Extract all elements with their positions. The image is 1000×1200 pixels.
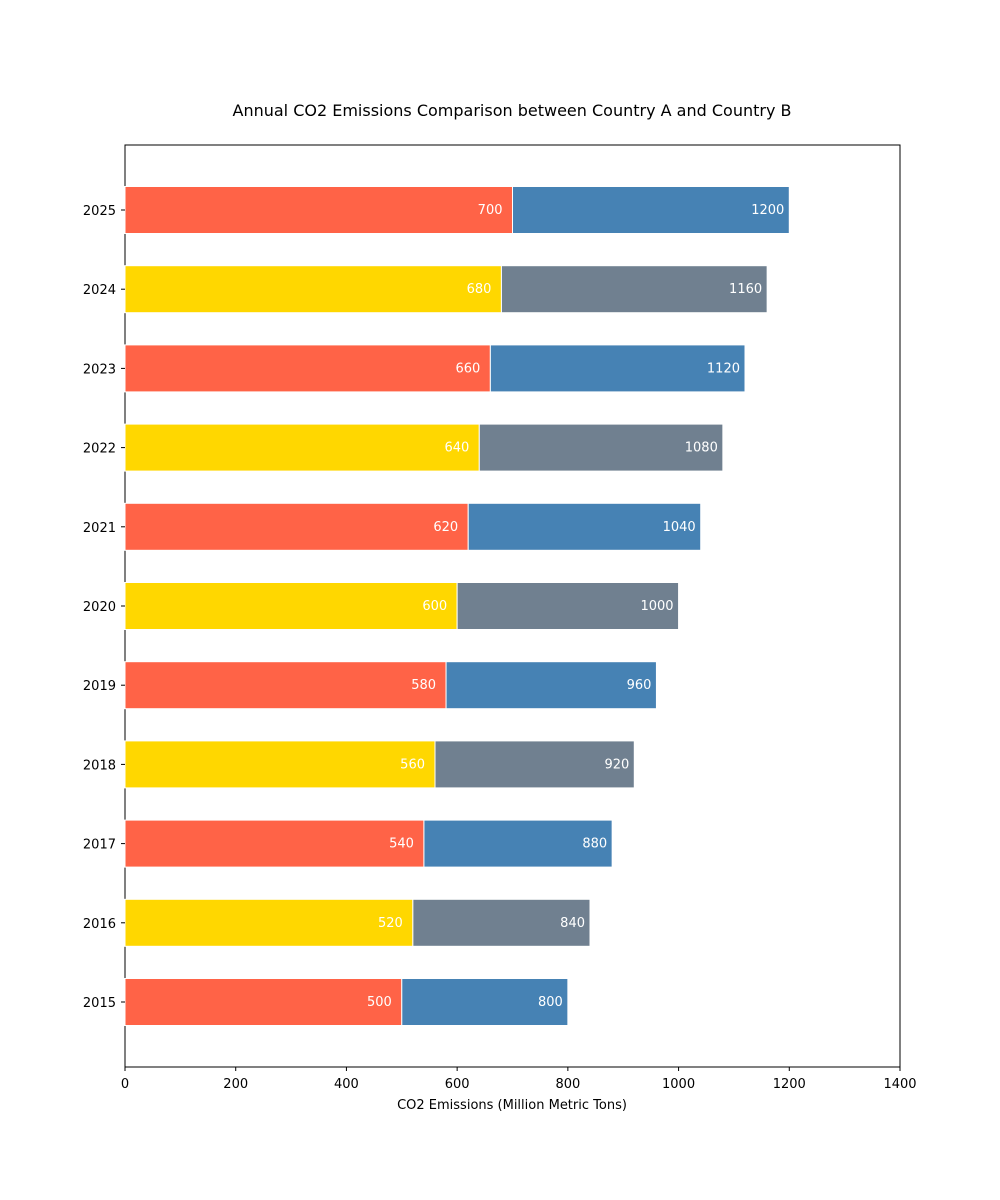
data-label-country-b-2022: 1080 <box>685 441 718 456</box>
bar-country-a-2021 <box>124 502 469 551</box>
bar-country-b-2018 <box>434 740 635 789</box>
y-tick-label-2015: 2015 <box>83 996 116 1011</box>
data-label-country-b-2017: 880 <box>582 837 607 852</box>
y-tick-label-2022: 2022 <box>83 442 116 457</box>
data-label-country-b-2023: 1120 <box>707 361 740 376</box>
x-axis-ticks: 0 200 400 600 800 1000 1200 1400 <box>121 1067 917 1092</box>
data-label-country-b-2020: 1000 <box>640 599 673 614</box>
bar-country-b-2025 <box>512 186 790 234</box>
data-label-country-b-2019: 960 <box>627 678 652 693</box>
x-tick-label-0: 0 <box>121 1077 129 1092</box>
data-label-country-a-2023: 660 <box>456 361 481 376</box>
data-label-country-a-2016: 520 <box>378 916 403 931</box>
x-tick-label-1000: 1000 <box>662 1077 695 1092</box>
y-tick-label-2023: 2023 <box>83 362 116 377</box>
data-label-country-b-2021: 1040 <box>663 520 696 535</box>
bar-country-b-2022 <box>478 423 724 472</box>
y-tick-label-2018: 2018 <box>83 758 116 773</box>
bar-country-b-2020 <box>456 582 680 630</box>
y-tick-label-2019: 2019 <box>83 679 116 694</box>
data-label-country-a-2025: 700 <box>478 203 503 218</box>
y-tick-label-2021: 2021 <box>83 521 116 536</box>
data-label-country-b-2015: 800 <box>538 995 563 1010</box>
x-tick-label-600: 600 <box>445 1077 470 1092</box>
bar-country-a-2018 <box>124 740 436 789</box>
bar-country-b-2024 <box>500 265 768 314</box>
y-tick-label-2017: 2017 <box>83 838 116 853</box>
data-label-country-b-2016: 840 <box>560 916 585 931</box>
x-tick-label-200: 200 <box>223 1077 248 1092</box>
bar-country-a-2017 <box>124 819 425 868</box>
data-label-country-a-2022: 640 <box>444 441 469 456</box>
data-label-country-a-2020: 600 <box>422 599 447 614</box>
bars-layer <box>124 186 790 1026</box>
data-label-country-a-2019: 580 <box>411 678 436 693</box>
bar-country-a-2023 <box>124 344 491 393</box>
bar-country-a-2020 <box>124 582 458 630</box>
bar-country-b-2021 <box>467 502 702 551</box>
bar-country-b-2023 <box>489 344 746 393</box>
x-tick-label-1400: 1400 <box>883 1077 916 1092</box>
bar-country-a-2019 <box>124 661 447 710</box>
bar-country-a-2022 <box>124 423 480 472</box>
x-tick-label-800: 800 <box>555 1077 580 1092</box>
data-labels-layer: 500 800 520 840 540 880 560 920 580 960 600 1000 620… <box>367 203 784 1010</box>
chart-title: Annual CO2 Emissions Comparison between … <box>233 101 792 120</box>
data-label-country-b-2018: 920 <box>604 757 629 772</box>
bar-country-a-2025 <box>124 186 513 234</box>
data-label-country-a-2018: 560 <box>400 757 425 772</box>
x-tick-label-1200: 1200 <box>773 1077 806 1092</box>
bar-country-b-2019 <box>445 661 657 710</box>
data-label-country-b-2024: 1160 <box>729 282 762 297</box>
data-label-country-a-2024: 680 <box>467 282 492 297</box>
y-tick-label-2016: 2016 <box>83 917 116 932</box>
bar-country-b-2017 <box>423 819 613 868</box>
data-label-country-b-2025: 1200 <box>751 203 784 218</box>
bar-country-b-2016 <box>412 898 591 947</box>
y-tick-label-2025: 2025 <box>83 204 116 219</box>
bar-country-a-2024 <box>124 265 502 314</box>
data-label-country-a-2017: 540 <box>389 837 414 852</box>
x-axis-label: CO2 Emissions (Million Metric Tons) <box>397 1098 627 1113</box>
data-label-country-a-2021: 620 <box>433 520 458 535</box>
y-tick-label-2020: 2020 <box>83 600 116 615</box>
y-tick-label-2024: 2024 <box>83 283 116 298</box>
y-axis-ticks: 2015 2016 2017 2018 2019 2020 2021 2022 2023 2024… <box>83 204 125 1011</box>
bar-country-a-2015 <box>124 978 403 1026</box>
data-label-country-a-2015: 500 <box>367 995 392 1010</box>
bar-country-b-2015 <box>401 978 569 1026</box>
bar-country-a-2016 <box>124 898 414 947</box>
x-tick-label-400: 400 <box>334 1077 359 1092</box>
